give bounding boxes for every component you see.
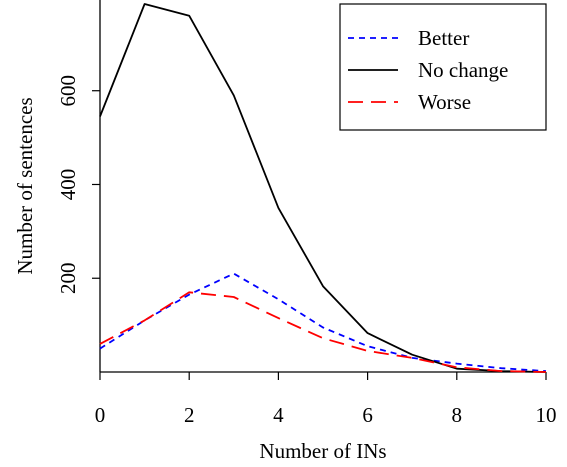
ticks: 0 2 4 6 8 10 200 400 600 — [56, 75, 557, 427]
y-tick-label: 200 — [56, 262, 80, 294]
x-tick-label: 2 — [184, 403, 195, 427]
series-group — [99, 3, 547, 373]
legend-label-better: Better — [418, 26, 469, 50]
legend-label-worse: Worse — [418, 90, 471, 114]
series-line-better — [99, 272, 547, 372]
legend-box — [339, 3, 547, 131]
series-line-worse — [99, 291, 547, 373]
legend: Better No change Worse — [339, 3, 547, 131]
legend-items: Better No change Worse — [348, 26, 508, 114]
x-axis-title: Number of INs — [259, 439, 386, 463]
x-tick-label: 8 — [452, 403, 463, 427]
x-tick-label: 0 — [95, 403, 106, 427]
x-tick-label: 6 — [362, 403, 373, 427]
axes — [99, 0, 546, 373]
y-tick-label: 600 — [56, 75, 80, 107]
legend-label-no-change: No change — [418, 58, 508, 82]
x-tick-label: 10 — [536, 403, 557, 427]
series-line-no-change — [99, 3, 547, 373]
y-axis-title: Number of sentences — [13, 97, 37, 274]
y-tick-label: 400 — [56, 169, 80, 201]
x-tick-label: 4 — [273, 403, 284, 427]
